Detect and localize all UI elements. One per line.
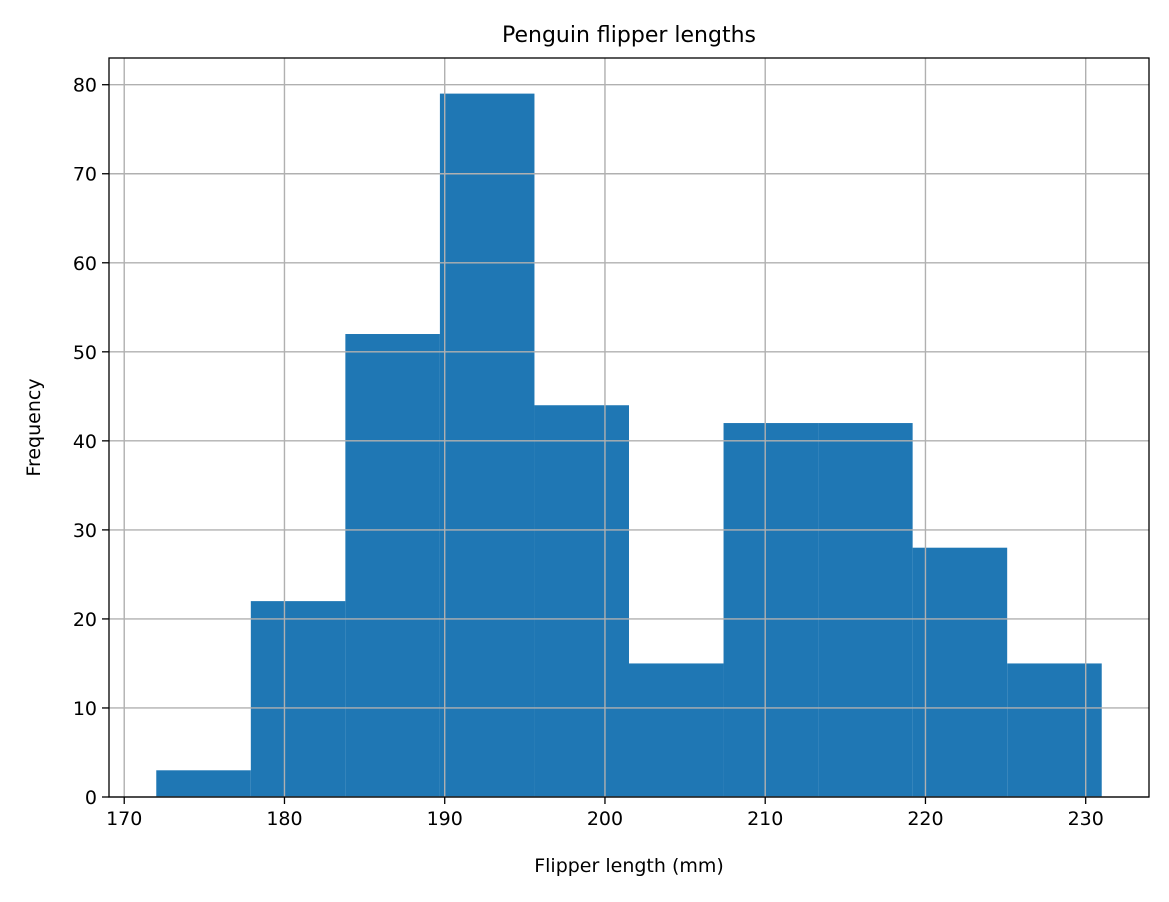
x-tick-label: 170: [106, 808, 142, 830]
y-tick-label: 40: [73, 431, 97, 453]
x-tick-label: 230: [1068, 808, 1104, 830]
y-tick-label: 70: [73, 164, 97, 186]
y-tick-label: 80: [73, 75, 97, 97]
y-axis-ticks: 0 10 20 30 40 50 60 70 80: [73, 75, 109, 809]
y-tick-label: 20: [73, 609, 97, 631]
y-tick-label: 50: [73, 342, 97, 364]
histogram-bar: [912, 547, 1008, 797]
x-tick-label: 210: [747, 808, 783, 830]
x-tick-label: 190: [427, 808, 463, 830]
histogram-bar: [439, 93, 535, 798]
x-tick-label: 180: [266, 808, 302, 830]
y-axis-label: Frequency: [23, 378, 45, 476]
plot-frame: [108, 57, 1150, 798]
x-tick-label: 200: [587, 808, 623, 830]
histogram-bar: [1007, 663, 1102, 797]
histogram-bar: [156, 770, 251, 797]
histogram-bar: [629, 663, 724, 797]
y-tick-label: 0: [85, 787, 97, 809]
x-tick-label: 220: [907, 808, 943, 830]
histogram-bar: [723, 423, 819, 797]
x-axis-ticks: 170 180 190 200 210 220 230: [106, 797, 1104, 830]
grid: [109, 58, 1149, 798]
chart-title: Penguin flipper lengths: [502, 23, 756, 48]
histogram-bar: [818, 423, 913, 797]
histogram-bar: [250, 601, 346, 797]
x-axis-label: Flipper length (mm): [534, 855, 724, 877]
y-tick-label: 60: [73, 253, 97, 275]
histogram-bars: [156, 93, 1102, 798]
y-tick-label: 10: [73, 698, 97, 720]
y-tick-label: 30: [73, 520, 97, 542]
histogram-bar: [534, 405, 629, 797]
histogram-bar: [345, 334, 440, 797]
